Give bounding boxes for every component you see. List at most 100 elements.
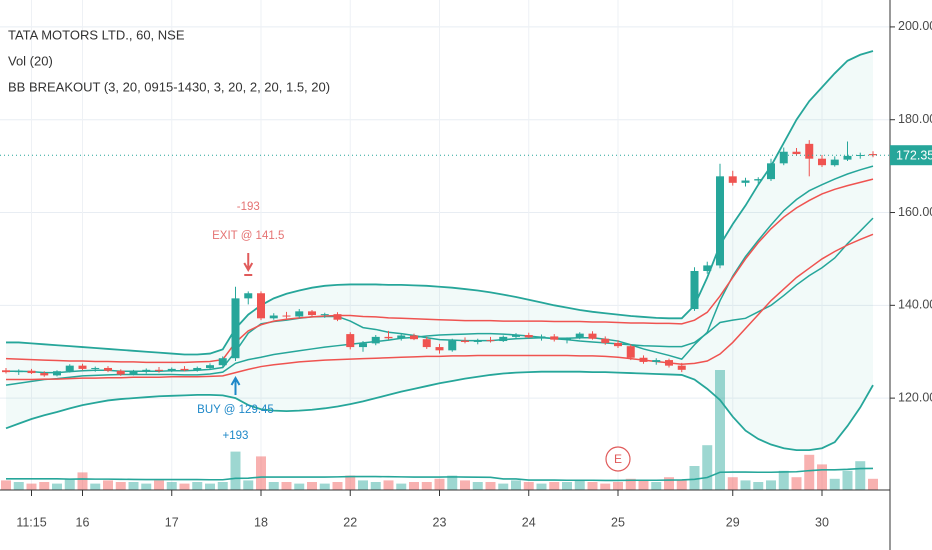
volume-bar <box>319 483 330 490</box>
x-tick-label: 25 <box>611 515 625 529</box>
candle-body <box>843 155 852 160</box>
indicator-bb: BB BREAKOUT (3, 20, 0915-1430, 3, 20, 2,… <box>8 79 330 94</box>
candle-body <box>448 340 457 351</box>
x-tick-label: 11:15 <box>16 515 46 529</box>
candle-body <box>397 335 406 339</box>
volume-bar <box>370 482 381 490</box>
candle-body <box>295 311 304 317</box>
candle-body <box>665 360 673 366</box>
candle-body <box>244 293 253 299</box>
candle-body <box>155 369 163 371</box>
x-tick-label: 16 <box>76 515 90 529</box>
candle-body <box>410 335 418 340</box>
volume-bar <box>804 454 815 490</box>
volume-bar <box>868 478 878 490</box>
volume-bar <box>460 480 470 490</box>
volume-bar <box>523 482 534 490</box>
y-tick-label: 180.00 <box>898 112 932 126</box>
candle-body <box>486 340 495 342</box>
candle-body <box>741 180 750 183</box>
volume-bar <box>90 483 101 490</box>
volume-bar <box>727 477 738 490</box>
volume-bar <box>511 480 521 490</box>
volume-bar <box>77 472 88 490</box>
volume-bar <box>154 480 164 490</box>
candle-body <box>626 346 635 358</box>
volume-bar <box>600 483 611 490</box>
volume-bar <box>817 464 827 490</box>
volume-bar <box>1 480 11 490</box>
candle-body <box>537 336 546 338</box>
x-tick-label: 30 <box>815 515 829 529</box>
volume-bar <box>358 480 368 490</box>
volume-bar <box>638 480 649 490</box>
volume-bar <box>766 480 776 490</box>
candle-body <box>193 367 202 371</box>
candle-body <box>754 179 763 181</box>
candle-body <box>218 358 227 366</box>
candle-body <box>231 298 240 359</box>
volume-bar <box>485 482 496 490</box>
volume-bar <box>345 475 356 490</box>
volume-bar <box>689 466 700 490</box>
volume-bar <box>39 482 50 490</box>
candle-body <box>830 159 839 166</box>
volume-bar <box>217 482 228 490</box>
candle-body <box>792 151 801 155</box>
plot <box>1 50 878 490</box>
volume-bar <box>562 482 572 490</box>
indicator-line <box>5 217 874 386</box>
volume-bar <box>115 482 126 490</box>
candle-body <box>333 314 342 320</box>
candle-body <box>320 314 329 316</box>
candle-body <box>104 367 112 371</box>
earnings-label: E <box>614 452 622 466</box>
candle-body <box>677 365 686 370</box>
volume-bar <box>256 456 266 490</box>
last-price-label: 172.35 <box>896 149 932 163</box>
candle-body <box>40 373 49 376</box>
candle-body <box>435 347 444 351</box>
x-tick-label: 23 <box>433 515 447 529</box>
y-tick-label: 200.00 <box>898 19 932 33</box>
exit-arrow <box>243 253 254 276</box>
x-tick-label: 29 <box>726 515 740 529</box>
candle-body <box>65 365 74 372</box>
volume-bar <box>64 478 75 490</box>
candle-body <box>473 340 482 342</box>
volume-bar <box>332 482 343 490</box>
volume-bar <box>651 482 662 490</box>
candle-body <box>869 154 877 156</box>
volume-bar <box>587 482 598 490</box>
candle-body <box>512 335 520 337</box>
candle-body <box>116 370 125 375</box>
volume-bar <box>383 480 394 490</box>
candle-body <box>308 311 316 316</box>
volume-bar <box>829 478 840 490</box>
buy-arrow <box>230 375 241 395</box>
volume-bar <box>52 483 62 490</box>
volume-bar <box>141 483 152 490</box>
volume-bar <box>434 478 445 490</box>
candle-body <box>461 340 469 342</box>
volume-bar <box>307 482 317 490</box>
candle-body <box>282 315 291 317</box>
buy-label: BUY @ 129.45 <box>197 404 274 416</box>
volume-bar <box>676 480 687 490</box>
candle-body <box>206 365 214 368</box>
earnings-marker <box>605 446 631 472</box>
indicator-line <box>6 50 874 356</box>
candle-body <box>639 357 648 362</box>
x-tick-label: 24 <box>522 515 536 529</box>
volume-bar <box>740 480 751 490</box>
candle-body <box>779 151 788 164</box>
candle-body <box>805 143 814 159</box>
candle-body <box>384 336 393 339</box>
volume-bar <box>549 482 560 490</box>
indicator-line <box>6 233 874 381</box>
volume-bar <box>702 445 713 490</box>
candle-body <box>346 334 355 348</box>
candle-body <box>563 338 571 340</box>
candle-body <box>91 367 100 369</box>
y-tick-label: 140.00 <box>898 298 932 312</box>
